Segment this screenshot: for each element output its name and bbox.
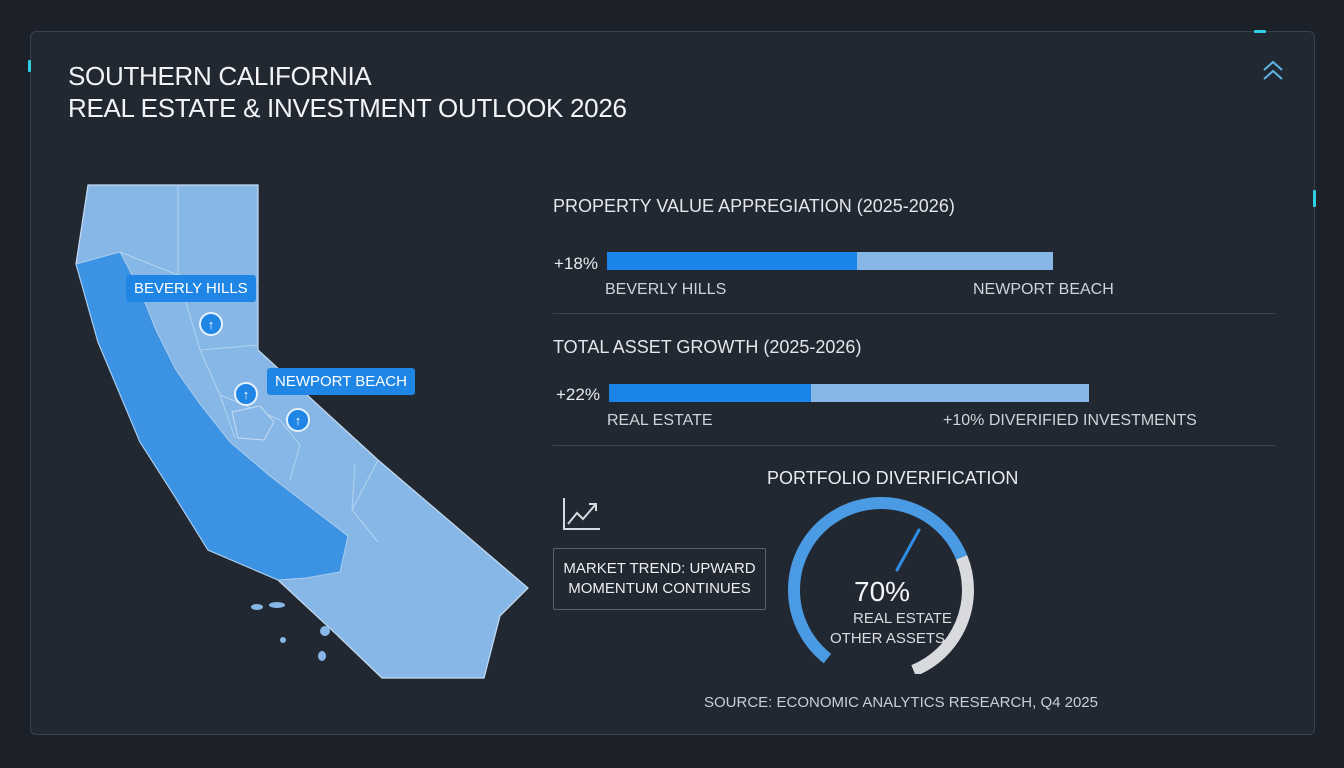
double-chevron-up-icon[interactable] — [1260, 58, 1286, 84]
accent-mark-right — [1313, 190, 1316, 207]
divider-2 — [553, 445, 1275, 446]
asset-growth-right-label: +10% DIVERIFIED INVESTMENTS — [943, 412, 1197, 429]
source-note: SOURCE: ECONOMIC ANALYTICS RESEARCH, Q4 … — [704, 694, 1098, 711]
map-label-newport-beach[interactable]: NEWPORT BEACH — [267, 368, 415, 395]
portfolio-title: PORTFOLIO DIVERIFICATION — [767, 468, 1019, 488]
appreciation-right-label: NEWPORT BEACH — [973, 281, 1114, 298]
appreciation-title: PROPERTY VALUE APPREGIATION (2025-2026) — [553, 196, 955, 216]
gauge-label-other-assets: OTHER ASSETS — [830, 630, 946, 647]
trending-up-icon — [563, 498, 600, 530]
page-title: SOUTHERN CALIFORNIA REAL ESTATE & INVEST… — [68, 60, 627, 124]
market-trend-box: MARKET TREND: UPWARD MOMENTUM CONTINUES — [553, 548, 766, 610]
arrow-up-pin-icon[interactable]: ↑ — [286, 408, 310, 432]
gauge-arc-real-estate — [788, 497, 968, 664]
arrow-up-pin-icon[interactable]: ↑ — [234, 382, 258, 406]
title-line-2: REAL ESTATE & INVESTMENT OUTLOOK 2026 — [68, 93, 627, 123]
arrow-up-pin-icon[interactable]: ↑ — [199, 312, 223, 336]
appreciation-left-label: BEVERLY HILLS — [605, 281, 727, 298]
map-label-beverly-hills[interactable]: BEVERLY HILLS — [126, 275, 256, 302]
island-2 — [269, 602, 285, 608]
title-line-1: SOUTHERN CALIFORNIA — [68, 61, 372, 91]
gauge-center-value: 70% — [854, 576, 911, 607]
central-county — [231, 405, 275, 441]
accent-mark-top-left — [28, 60, 31, 72]
asset-growth-value: +22% — [556, 385, 600, 404]
portfolio-gauge — [788, 497, 974, 674]
island-5 — [318, 651, 326, 661]
appreciation-value: +18% — [554, 254, 598, 273]
coastal-region — [75, 251, 349, 581]
gauge-label-real-estate: REAL ESTATE — [853, 610, 952, 627]
island-4 — [280, 637, 286, 643]
appreciation-bar — [607, 252, 1053, 270]
accent-mark-top-right — [1254, 30, 1266, 33]
asset-growth-bar-fill — [609, 384, 811, 402]
gauge-needle — [895, 528, 921, 572]
gauge-arcs — [788, 497, 974, 674]
california-map — [75, 184, 529, 679]
trend-line-2: MOMENTUM CONTINUES — [568, 580, 751, 597]
asset-growth-title: TOTAL ASSET GROWTH (2025-2026) — [553, 337, 862, 357]
asset-growth-left-label: REAL ESTATE — [607, 412, 713, 429]
divider-1 — [553, 313, 1275, 314]
trend-line-1: MARKET TREND: UPWARD — [563, 560, 756, 577]
asset-growth-bar — [609, 384, 1089, 402]
gauge-arc-other-assets — [911, 555, 974, 674]
island-3 — [320, 626, 330, 636]
island-1 — [251, 604, 263, 610]
appreciation-bar-fill — [607, 252, 857, 270]
